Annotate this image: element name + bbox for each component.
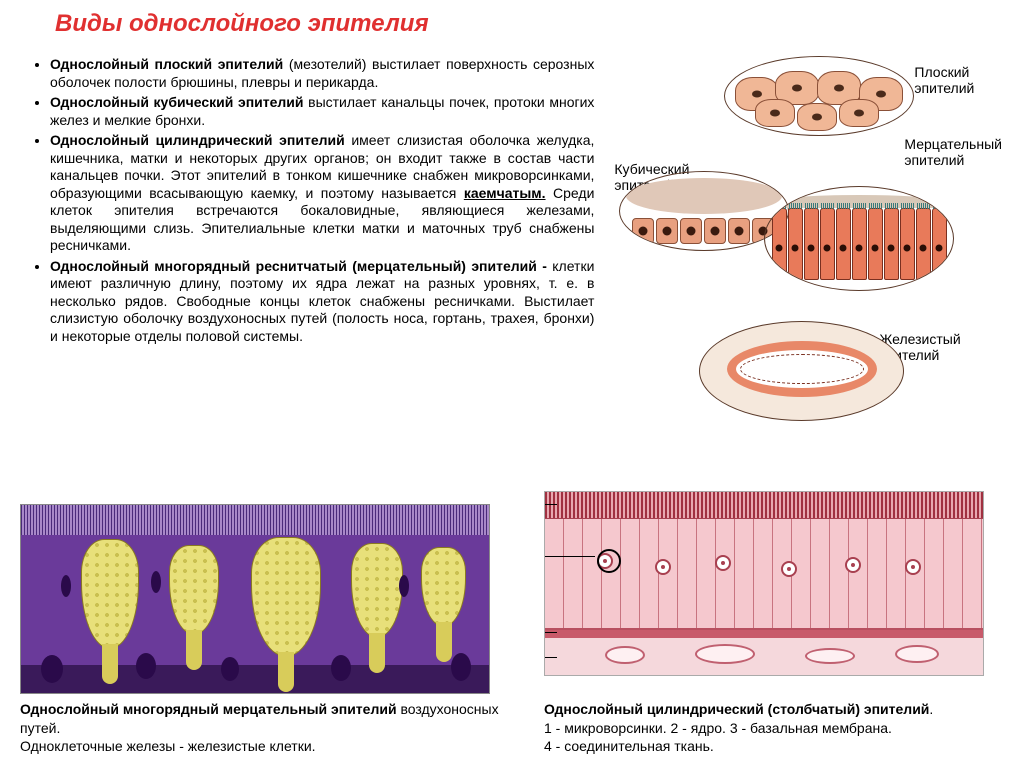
bullet-4-bold: Однослойный многорядный реснитчатый (мер… bbox=[50, 258, 547, 274]
caption-left-bold: Однослойный многорядный мерцательный эпи… bbox=[20, 701, 397, 717]
bullet-2-bold: Однослойный кубический эпителий bbox=[50, 94, 304, 110]
bullet-1-bold: Однослойный плоский эпителий bbox=[50, 56, 283, 72]
bullet-3: Однослойный цилиндрический эпителий имее… bbox=[50, 132, 594, 255]
gland-lumen bbox=[727, 341, 877, 397]
label-ciliated: Мерцательный эпителий bbox=[904, 136, 1002, 168]
main-row: Однослойный плоский эпителий (мезотелий)… bbox=[20, 56, 1004, 421]
bullet-4: Однослойный многорядный реснитчатый (мер… bbox=[50, 258, 594, 346]
bottom-left: Однослойный многорядный мерцательный эпи… bbox=[20, 504, 510, 755]
bottom-row: Однослойный многорядный мерцательный эпи… bbox=[20, 491, 1004, 755]
bullet-1: Однослойный плоский эпителий (мезотелий)… bbox=[50, 56, 594, 91]
pink-histology-image: 1 2 3 4 bbox=[544, 491, 984, 676]
diagram-column: Плоский эпителий Кубический эпителий Мер… bbox=[594, 56, 1004, 421]
caption-left-line2: Одноклеточные железы - железистые клетки… bbox=[20, 738, 316, 754]
caption-right-bold: Однослойный цилиндрический (столбчатый) … bbox=[544, 701, 929, 717]
bullet-3-under: каемчатым. bbox=[464, 185, 546, 201]
flat-epithelium-diagram bbox=[724, 56, 914, 136]
bullet-2: Однослойный кубический эпителий выстилае… bbox=[50, 94, 594, 129]
bullet-list: Однослойный плоский эпителий (мезотелий)… bbox=[20, 56, 594, 345]
purple-histology-image bbox=[20, 504, 490, 694]
caption-right: Однослойный цилиндрический (столбчатый) … bbox=[544, 682, 1004, 755]
label-flat: Плоский эпителий bbox=[914, 64, 974, 96]
text-column: Однослойный плоский эпителий (мезотелий)… bbox=[20, 56, 594, 348]
slide-title: Виды однослойного эпителия bbox=[55, 10, 1004, 38]
slide: Виды однослойного эпителия Однослойный п… bbox=[0, 0, 1024, 767]
glandular-diagram bbox=[699, 321, 904, 421]
bullet-3-bold: Однослойный цилиндрический эпителий bbox=[50, 132, 345, 148]
ciliated-diagram bbox=[764, 186, 954, 291]
bottom-right: 1 2 3 4 Однослойный цилиндрический (стол… bbox=[544, 491, 1004, 755]
caption-left: Однослойный многорядный мерцательный эпи… bbox=[20, 700, 510, 755]
